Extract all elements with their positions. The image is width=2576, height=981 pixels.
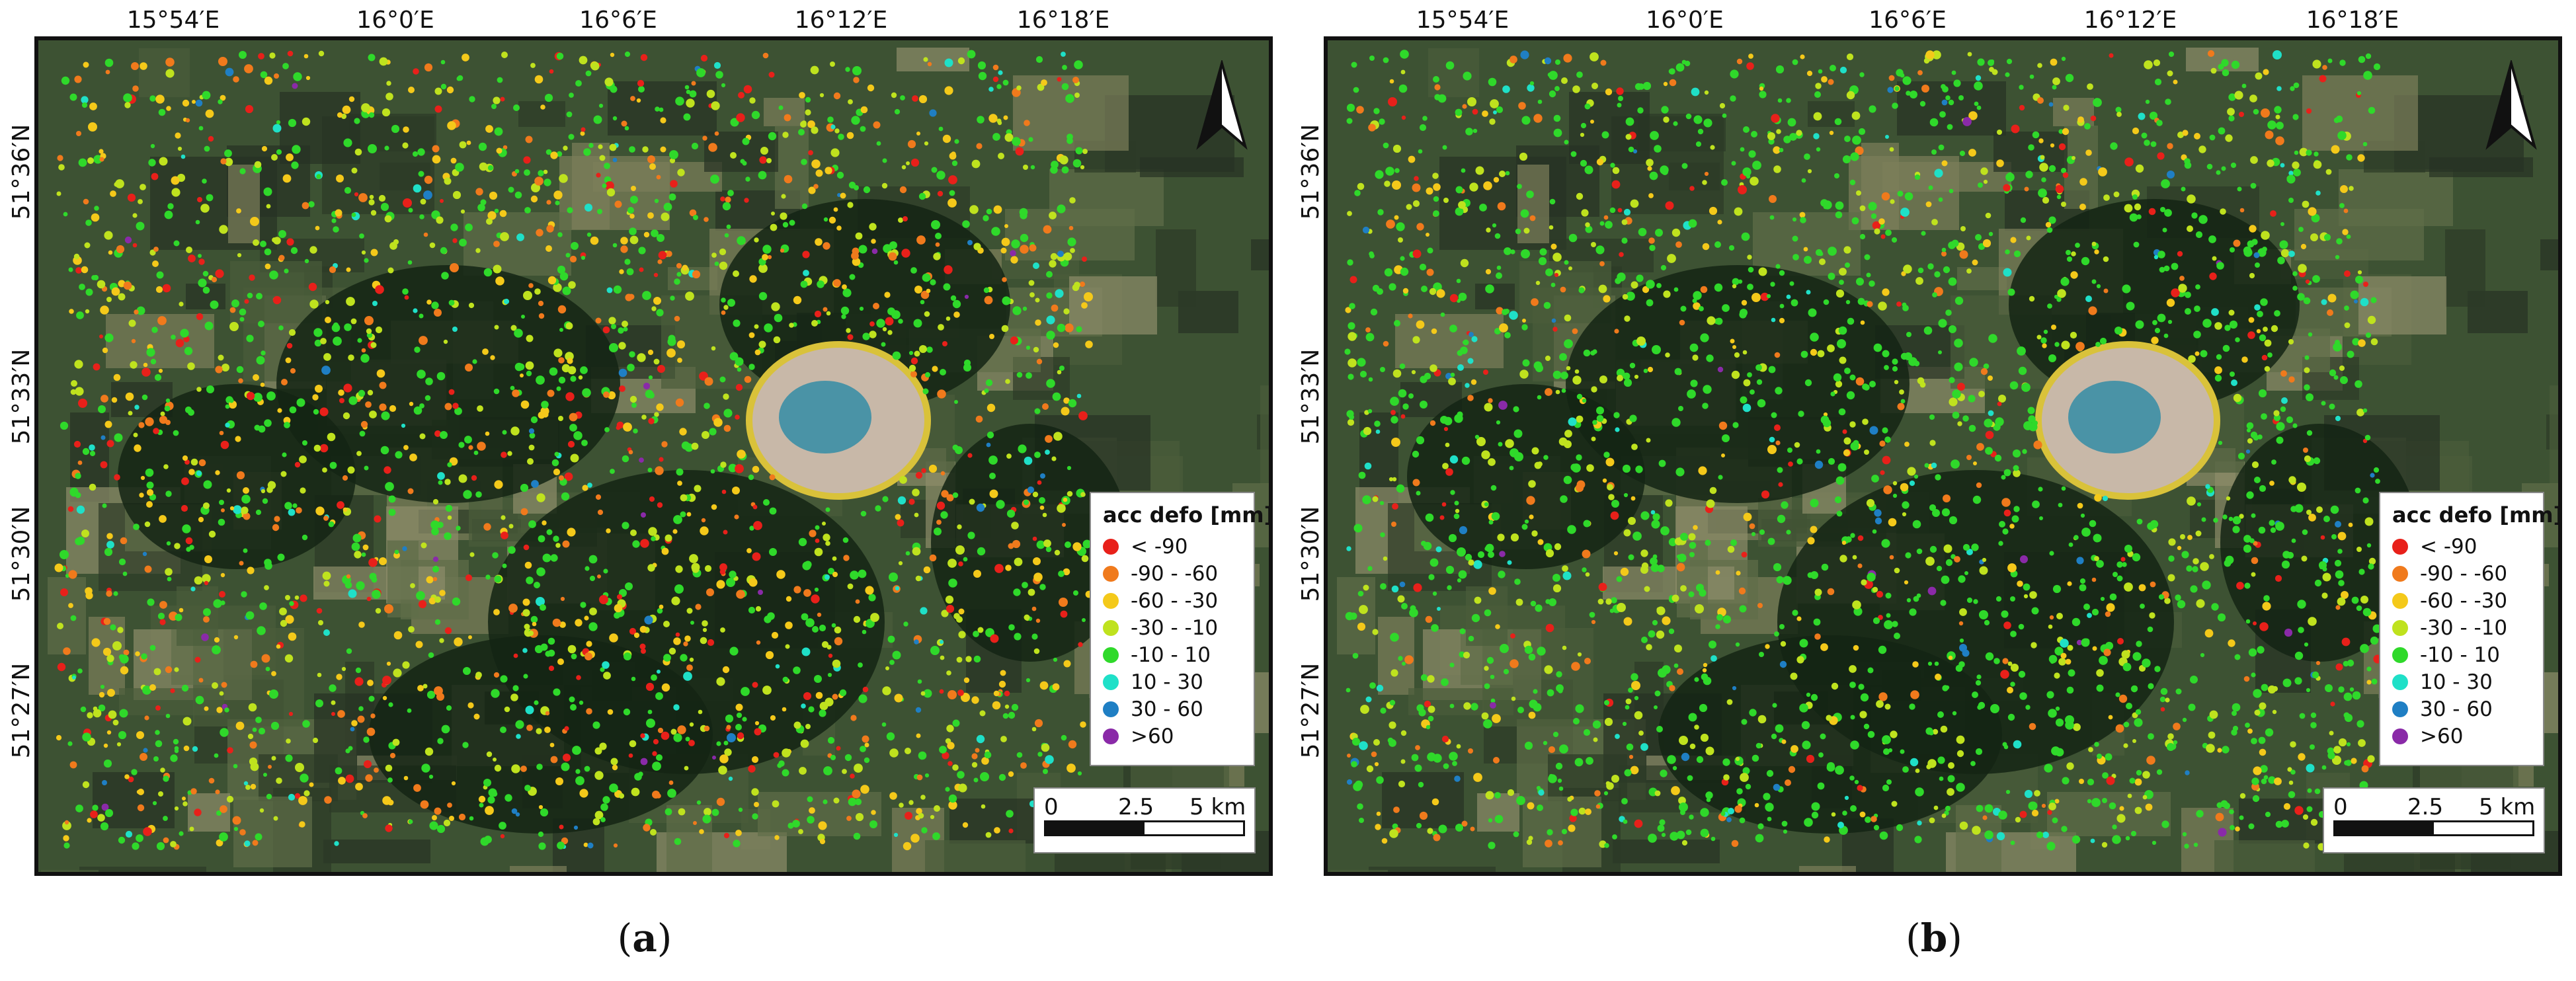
legend-item: -30 - -10 — [2392, 614, 2531, 641]
x-tick-label: 16°6′E — [1869, 7, 1947, 34]
x-tick-label: 16°0′E — [1646, 7, 1724, 34]
legend-item: 30 - 60 — [2392, 695, 2531, 723]
legend-swatch — [2392, 728, 2408, 744]
x-tick-label: 15°54′E — [1416, 7, 1509, 34]
legend-label: -90 - -60 — [2420, 561, 2508, 586]
legend-label: -10 - 10 — [1131, 643, 1211, 667]
x-tick-label: 16°12′E — [2083, 7, 2177, 34]
deformation-map-image — [1328, 40, 2558, 872]
deformation-map-image — [38, 40, 1269, 872]
scale-bar: 0 2.5 5 km — [2323, 787, 2545, 853]
legend-item: -10 - 10 — [2392, 641, 2531, 668]
legend-title: acc defo [mm] — [1103, 502, 1273, 528]
y-tick-label: 51°36′N — [8, 124, 35, 220]
y-tick-label: 51°30′N — [1297, 506, 1324, 602]
x-tick-label: 16°6′E — [579, 7, 657, 34]
legend-label: >60 — [1131, 724, 1174, 748]
map-panel-b: 15°54′E 16°0′E 16°6′E 16°12′E 16°18′E 51… — [1289, 0, 2576, 981]
legend: acc defo [mm] < -90 -90 - -60 -60 - -30 -30… — [1090, 492, 1273, 766]
legend-label: 30 - 60 — [1131, 697, 1203, 721]
north-arrow-icon — [2485, 60, 2537, 150]
legend: acc defo [mm] < -90 -90 - -60 -60 - -30 -30… — [2379, 492, 2562, 766]
legend-label: < -90 — [1131, 534, 1188, 559]
scale-label: 2.5 — [2407, 794, 2444, 820]
legend-label: -30 - -10 — [1131, 615, 1219, 640]
legend-label: 10 - 30 — [1131, 670, 1203, 694]
scale-label: 5 km — [2479, 794, 2536, 820]
legend-swatch — [2392, 701, 2408, 717]
satellite-map: acc defo [mm] < -90 -90 - -60 -60 - -30 -30… — [1324, 36, 2562, 876]
legend-item: -60 - -30 — [1103, 587, 1242, 614]
legend-label: -90 - -60 — [1131, 561, 1219, 586]
legend-swatch — [2392, 674, 2408, 690]
legend-item: -90 - -60 — [1103, 560, 1242, 587]
legend-swatch — [1103, 647, 1119, 663]
x-tick-label: 16°12′E — [794, 7, 888, 34]
legend-label: -10 - 10 — [2420, 643, 2500, 667]
scale-label: 0 — [1044, 794, 1059, 820]
legend-swatch — [1103, 728, 1119, 744]
x-tick-label: 16°18′E — [2306, 7, 2399, 34]
legend-item: 10 - 30 — [2392, 668, 2531, 695]
legend-swatch — [2392, 592, 2408, 609]
legend-item: -10 - 10 — [1103, 641, 1242, 668]
x-tick-label: 15°54′E — [126, 7, 220, 34]
legend-swatch — [1103, 701, 1119, 717]
legend-item: < -90 — [1103, 533, 1242, 560]
legend-swatch — [1103, 592, 1119, 609]
legend-item: < -90 — [2392, 533, 2531, 560]
legend-swatch — [1103, 538, 1119, 555]
y-tick-label: 51°36′N — [1297, 124, 1324, 220]
legend-title: acc defo [mm] — [2392, 502, 2562, 528]
panel-caption: (b) — [1906, 916, 1962, 961]
y-tick-label: 51°27′N — [8, 662, 35, 759]
legend-item: -90 - -60 — [2392, 560, 2531, 587]
legend-label: 30 - 60 — [2420, 697, 2493, 721]
north-arrow-icon — [1196, 60, 1248, 150]
satellite-map: acc defo [mm] < -90 -90 - -60 -60 - -30 -30… — [34, 36, 1273, 876]
legend-item: -60 - -30 — [2392, 587, 2531, 614]
legend-item: 30 - 60 — [1103, 695, 1242, 723]
y-tick-label: 51°33′N — [1297, 348, 1324, 445]
y-tick-label: 51°27′N — [1297, 662, 1324, 759]
legend-label: -60 - -30 — [2420, 588, 2508, 613]
legend-swatch — [2392, 538, 2408, 555]
legend-swatch — [1103, 565, 1119, 582]
legend-label: < -90 — [2420, 534, 2477, 559]
x-tick-label: 16°18′E — [1016, 7, 1110, 34]
legend-item: >60 — [1103, 723, 1242, 750]
x-tick-label: 16°0′E — [356, 7, 434, 34]
legend-label: 10 - 30 — [2420, 670, 2493, 694]
legend-swatch — [2392, 619, 2408, 636]
scale-label: 2.5 — [1118, 794, 1154, 820]
legend-label: -30 - -10 — [2420, 615, 2508, 640]
legend-item: 10 - 30 — [1103, 668, 1242, 695]
legend-swatch — [1103, 674, 1119, 690]
legend-swatch — [2392, 647, 2408, 663]
y-tick-label: 51°30′N — [8, 506, 35, 602]
legend-swatch — [1103, 619, 1119, 636]
scale-label: 5 km — [1189, 794, 1246, 820]
legend-label: -60 - -30 — [1131, 588, 1219, 613]
legend-label: >60 — [2420, 724, 2464, 748]
y-tick-label: 51°33′N — [8, 348, 35, 445]
legend-item: -30 - -10 — [1103, 614, 1242, 641]
legend-item: >60 — [2392, 723, 2531, 750]
map-panel-a: 15°54′E 16°0′E 16°6′E 16°12′E 16°18′E 51… — [8, 7, 1273, 961]
legend-swatch — [2392, 565, 2408, 582]
scale-label: 0 — [2333, 794, 2348, 820]
scale-bar: 0 2.5 5 km — [1033, 787, 1256, 853]
panel-caption: (a) — [617, 916, 672, 961]
